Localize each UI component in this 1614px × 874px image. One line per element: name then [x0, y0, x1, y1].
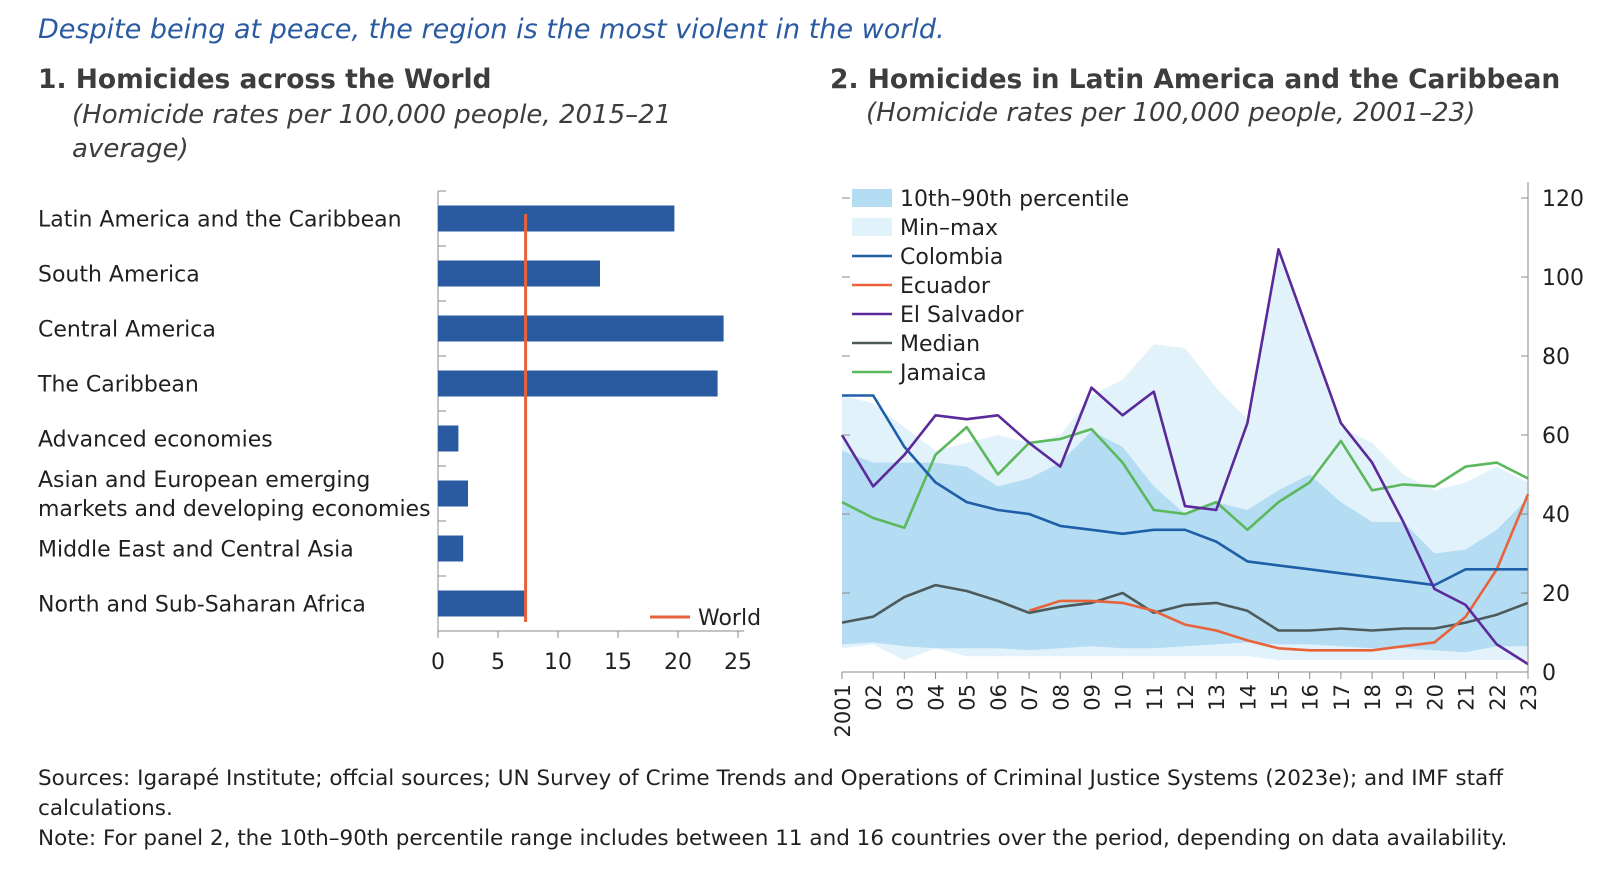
panel-note: Note: For panel 2, the 10th–90th percent… [38, 826, 1508, 851]
legend-label-1: Min–max [900, 216, 998, 241]
bar-5 [438, 480, 468, 507]
category-label-4: Advanced economies [38, 428, 273, 453]
bar-0 [438, 205, 675, 232]
y-tick-label-80: 80 [1542, 345, 1570, 370]
x-tick-label-08: 08 [1049, 684, 1073, 711]
series-line-jamaica [841, 425, 1529, 532]
legend-label-3: Ecuador [900, 274, 991, 299]
legend-label-4: El Salvador [900, 303, 1024, 328]
x-tick-label-11: 11 [1143, 684, 1167, 711]
world-legend-label: World [698, 606, 761, 631]
x-tick-label-07: 07 [1018, 684, 1042, 711]
bar-2 [438, 315, 724, 342]
y-tick-label-60: 60 [1542, 424, 1570, 449]
x-tick-label-18: 18 [1361, 684, 1385, 711]
series-line-colombia [842, 394, 1528, 587]
legend-label-5: Median [900, 332, 980, 357]
sources-note: Sources: Igarapé Institute; offcial sour… [38, 766, 1504, 821]
category-label-3: The Caribbean [37, 373, 199, 398]
band-1 [842, 431, 1528, 653]
x-tick-label-15: 15 [604, 650, 632, 675]
bar-4 [438, 425, 459, 452]
panel2-units: (Homicide rates per 100,000 people, 2001… [866, 98, 1476, 128]
x-tick-label-06: 06 [987, 684, 1011, 711]
y-tick-label-120: 120 [1542, 187, 1584, 212]
x-tick-label-03: 03 [893, 684, 917, 711]
x-tick-label-0: 0 [431, 650, 445, 675]
panel1-title: 1. Homicides across the World [38, 64, 492, 95]
x-tick-label-10: 10 [1112, 684, 1136, 711]
panel2-title: 2. Homicides in Latin America and the Ca… [830, 64, 1561, 95]
x-tick-label-19: 19 [1392, 684, 1416, 711]
x-tick-label-23: 23 [1517, 684, 1541, 711]
x-tick-label-12: 12 [1174, 684, 1198, 711]
panel2-chart: 0 20 40 60 80 100 120 2001 02 03 04 05 06 07 08 09 10 11 1… [831, 182, 1584, 737]
x-tick-label-10: 10 [544, 650, 572, 675]
series-line-el-salvador [840, 248, 1529, 666]
x-tick-label-20: 20 [1423, 684, 1447, 711]
x-tick-label-09: 09 [1080, 684, 1104, 711]
x-tick-label-21: 21 [1455, 684, 1479, 711]
bar-6 [438, 535, 464, 562]
legend-swatch-0 [852, 189, 892, 207]
x-tick-label-13: 13 [1205, 684, 1229, 711]
category-label-6: Middle East and Central Asia [38, 538, 354, 563]
legend-label-0: 10th–90th percentile [900, 187, 1129, 212]
y-tick-label-0: 0 [1542, 661, 1556, 686]
series-line-ecuador [1028, 493, 1530, 652]
category-label-1: South America [38, 263, 200, 288]
x-tick-label-22: 22 [1486, 684, 1510, 711]
category-label-7: North and Sub-Saharan Africa [38, 593, 366, 618]
x-tick-label-20: 20 [664, 650, 692, 675]
figure-subtitle: Despite being at peace, the region is th… [38, 14, 945, 45]
x-tick-label-02: 02 [862, 684, 886, 711]
y-tick-label-100: 100 [1542, 266, 1584, 291]
x-tick-label-15: 15 [1268, 684, 1292, 711]
panel1-chart: Latin America and the Caribbean South Ame… [37, 190, 761, 675]
bar-1 [438, 260, 600, 287]
x-tick-label-14: 14 [1236, 684, 1260, 711]
category-label-0: Latin America and the Caribbean [38, 208, 402, 233]
x-tick-label-17: 17 [1330, 684, 1354, 711]
panel1-units: (Homicide rates per 100,000 people, 2015… [72, 100, 672, 164]
category-label-5: markets and developing economies [38, 497, 431, 522]
bar-3 [438, 370, 718, 397]
legend-label-2: Colombia [900, 245, 1003, 270]
x-tick-label-16: 16 [1299, 684, 1323, 711]
x-tick-label-2001: 2001 [831, 684, 855, 737]
x-tick-label-5: 5 [491, 650, 505, 675]
x-tick-label-05: 05 [956, 684, 980, 711]
category-label-5: Asian and European emerging [38, 468, 370, 493]
legend-swatch-1 [852, 218, 892, 236]
series-line-median [841, 583, 1529, 632]
x-tick-label-25: 25 [724, 650, 752, 675]
category-label-2: Central America [38, 318, 216, 343]
x-tick-label-04: 04 [925, 684, 949, 711]
bar-7 [438, 590, 527, 617]
y-tick-label-20: 20 [1542, 582, 1570, 607]
legend-label-6: Jamaica [898, 361, 987, 386]
y-tick-label-40: 40 [1542, 503, 1570, 528]
